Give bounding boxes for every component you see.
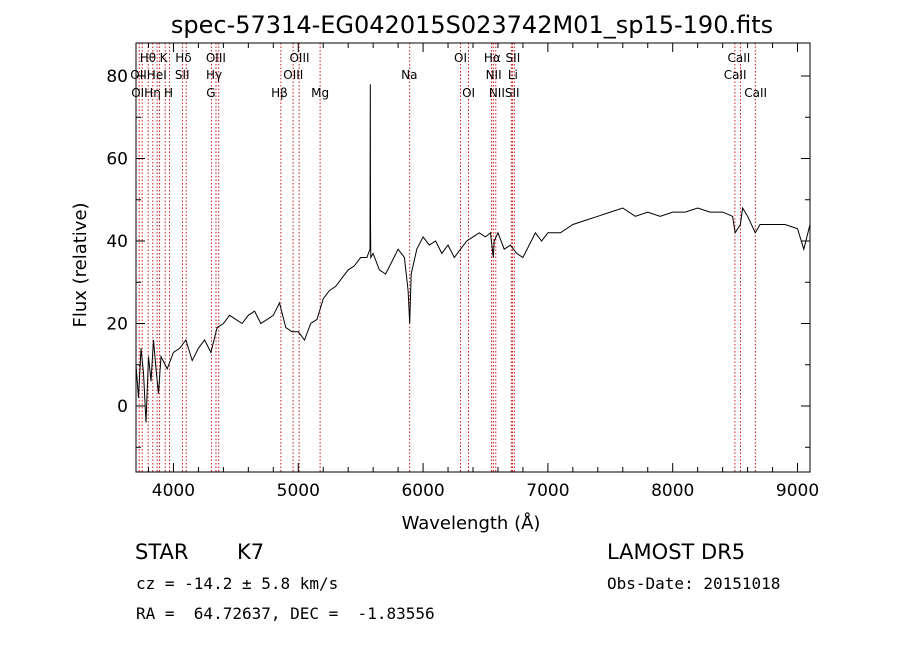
line-label-3: OIII	[206, 51, 226, 65]
y-axis-ticks: 0 20 40 60 80	[106, 67, 810, 448]
line-label-8: CaII	[727, 51, 750, 65]
line-label-18: H	[164, 86, 173, 100]
chart-title: spec-57314-EG042015S023742M01_sp15-190.f…	[171, 11, 773, 39]
x-axis-ticks: 4000 5000 6000 7000 8000 9000	[147, 43, 819, 501]
line-label-10: SII	[175, 68, 190, 82]
line-label-9: OIIHeI	[130, 68, 166, 82]
x-tick-label-4000: 4000	[152, 481, 195, 501]
survey-name: LAMOST DR5	[607, 540, 746, 564]
plot-frame	[135, 42, 811, 473]
x-axis-label: Wavelength (Å)	[402, 512, 541, 534]
x-tick-label-9000: 9000	[776, 481, 819, 501]
line-label-0: Hθ	[140, 51, 156, 65]
redshift-cz: cz = -14.2 ± 5.8 km/s	[136, 574, 339, 593]
line-label-16: CaII	[724, 68, 747, 82]
x-tick-label-5000: 5000	[277, 481, 320, 501]
observation-date: Obs-Date: 20151018	[607, 574, 781, 593]
line-label-14: NII	[486, 68, 502, 82]
x-tick-label-6000: 6000	[401, 481, 444, 501]
line-label-23: NIISII	[489, 86, 520, 100]
line-label-6: Hα	[484, 51, 501, 65]
y-tick-label-80: 80	[106, 67, 128, 87]
spectral-line-markers	[138, 43, 756, 472]
series-line-0	[135, 84, 811, 423]
line-label-19: G	[206, 86, 215, 100]
line-label-5: OI	[454, 51, 467, 65]
y-tick-label-60: 60	[106, 150, 128, 170]
line-label-11: Hγ	[206, 68, 222, 82]
line-label-15: Li	[508, 68, 518, 82]
y-axis-label: Flux (relative)	[70, 202, 91, 327]
line-labels: Hθ K Hδ OIII OIII OI Hα SII CaII OIIHeI SII Hγ OIII N…	[130, 51, 767, 100]
line-label-22: OI	[462, 86, 475, 100]
line-label-7: SII	[506, 51, 521, 65]
line-label-2: Hδ	[175, 51, 191, 65]
line-label-24: CaII	[744, 86, 767, 100]
line-label-13: Na	[401, 68, 417, 82]
y-tick-label-40: 40	[106, 232, 128, 252]
coordinates: RA = 64.72637, DEC = -1.83556	[136, 604, 435, 623]
object-class: STAR	[135, 540, 189, 564]
y-tick-label-20: 20	[106, 315, 128, 335]
line-label-1: K	[160, 51, 169, 65]
flux-series	[135, 84, 811, 423]
x-tick-label-7000: 7000	[526, 481, 569, 501]
line-label-20: Hβ	[271, 86, 288, 100]
spectral-subclass: K7	[237, 540, 265, 564]
line-label-17: OIHη	[131, 86, 161, 100]
line-label-12: OIII	[283, 68, 303, 82]
x-tick-label-8000: 8000	[651, 481, 694, 501]
line-label-4: OIII	[289, 51, 309, 65]
y-tick-label-0: 0	[117, 397, 128, 417]
line-label-21: Mg	[311, 86, 329, 100]
